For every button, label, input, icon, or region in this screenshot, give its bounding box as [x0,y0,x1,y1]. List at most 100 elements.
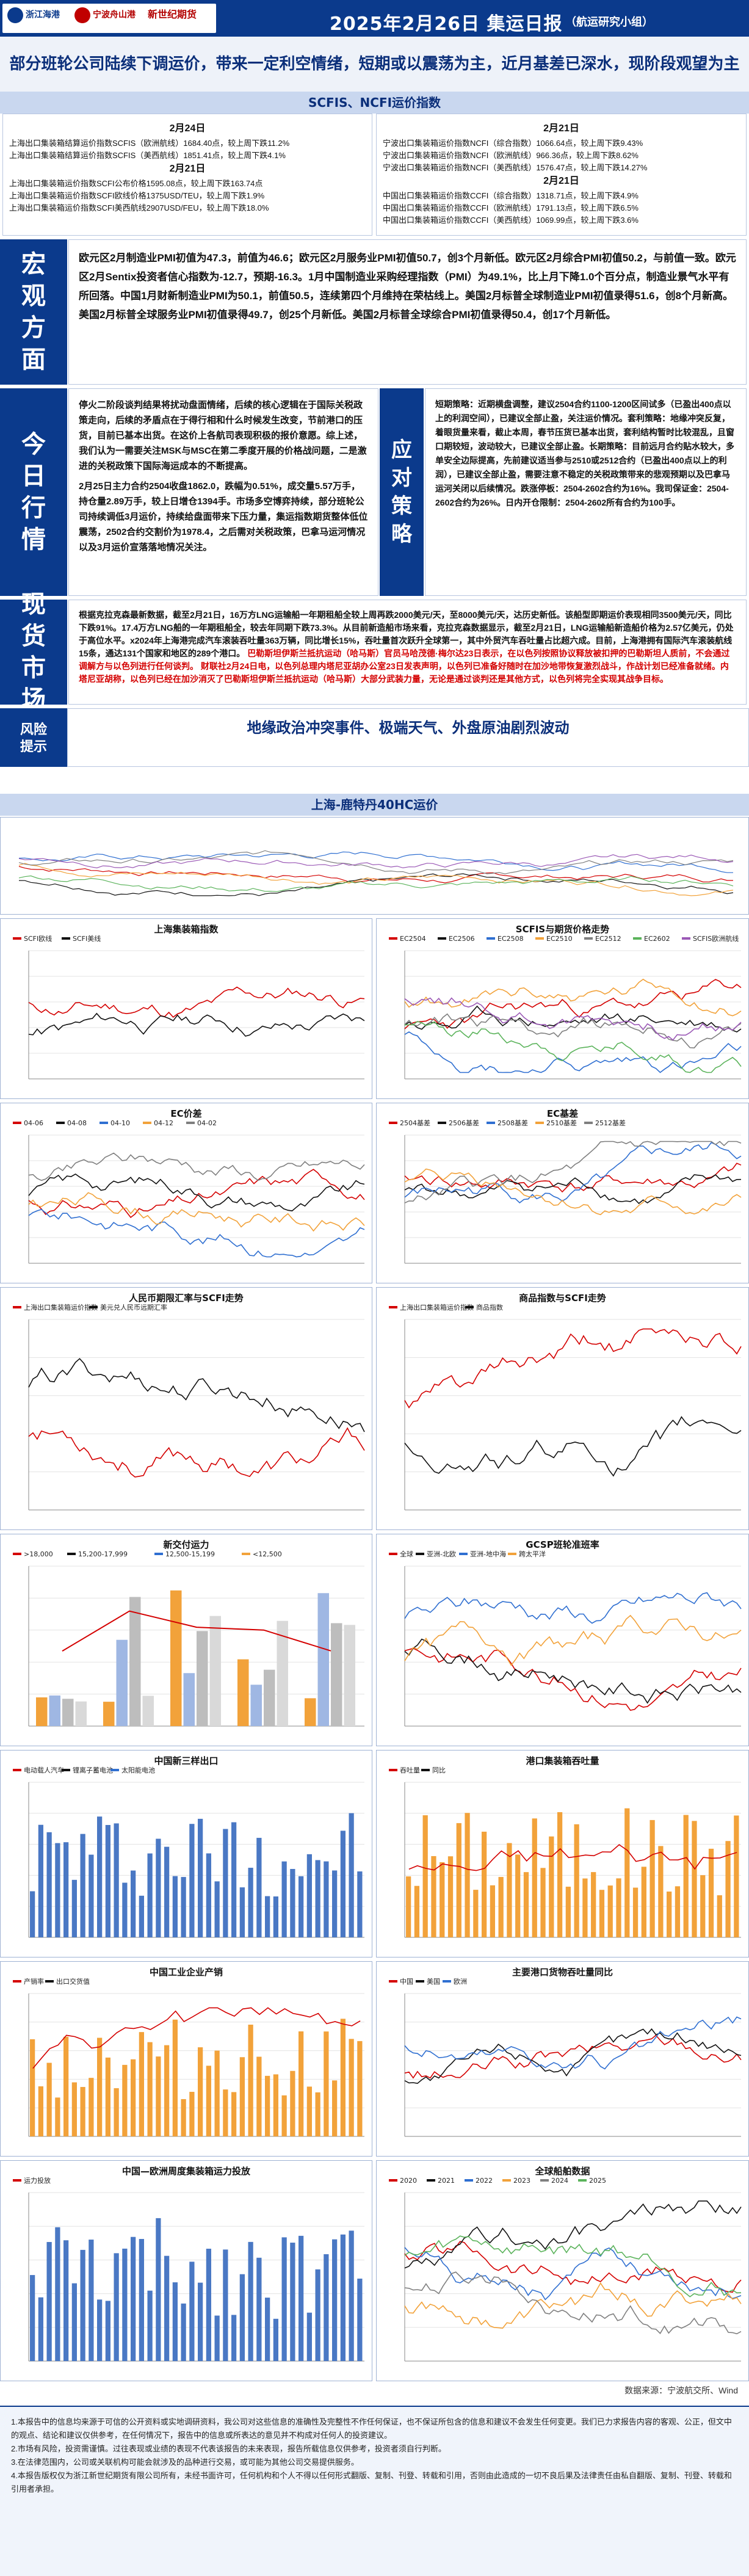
bar [55,2097,60,2136]
bar [30,2039,35,2136]
bar [406,1876,411,1937]
c3-title: EC价差 [170,1108,202,1119]
bar [315,2269,320,2361]
legend-label: 同比 [432,1766,446,1774]
legend-label: 04-06 [24,1119,43,1127]
series-line [404,2235,742,2298]
spot-news: 根据克拉克森最新数据，截至2月21日，16万方LNG运输船一年期租船全较上周再跌… [79,610,734,658]
scfi-line: 上海出口集装箱运价指数SCFI欧线价格1375USD/TEU，较上周下跌1.9% [9,191,265,200]
bar [324,1861,329,1937]
c10-plot: 吞吐量 同比 [389,1766,741,1938]
bar [290,1868,295,1937]
series-line [404,1142,742,1203]
bar [198,1818,203,1937]
series-line [404,1141,742,1203]
bar [256,2056,262,2136]
bar [198,2047,203,2136]
legend-label: 2512基差 [595,1119,626,1127]
bar [616,1878,621,1937]
bar [473,1890,479,1937]
legend-swatch [535,1122,544,1124]
legend-label: 运力投放 [24,2176,51,2185]
bar [164,1846,170,1937]
bar [189,2262,195,2361]
legend-swatch [443,1980,451,1983]
index-band: SCFIS、NCFI运价指数 [0,92,749,114]
bar [599,1890,605,1937]
legend-swatch [459,1553,468,1555]
bar [273,2318,278,2361]
series-line [18,850,734,874]
bar [105,2301,110,2361]
legend-label: 跨太平洋 [519,1550,546,1558]
disclaimer: 1.本报告中的信息均来源于可信的公开资料或实地调研资料，我公司对这些信息的准确性… [0,2406,749,2576]
bar [62,1699,74,1726]
c9-chart: 中国新三样出口 电动载人汽车 锂离子蓄电池 太阳能电池 [0,1750,372,1957]
spot-news-red-2: 财联社2月24日电，以色列总理内塔尼亚胡办公室23日发表声明，以色列已准备好随时… [79,661,729,684]
series-line [404,1163,742,1193]
c3-plot: 04-06 04-08 04-10 04-12 04-02 [13,1119,365,1264]
bar [264,1669,275,1726]
legend-label: 2508基差 [498,1119,528,1127]
bar [331,1623,342,1726]
legend-swatch [508,1553,516,1555]
ncfi-panel: 2月21日 宁波出口集装箱运价指数NCFI（综合指数）1066.64点，较上周下… [376,114,747,236]
c6-chart: 商品指数与SCFI走势 上海出口集装箱运价指数 商品指数 [376,1287,749,1530]
macro-text: 欧元区2月制造业PMI初值为47.3，前值为46.6；欧元区2月服务业PMI初值… [68,239,747,385]
series-line [404,997,742,1041]
bar [641,1867,646,1937]
bar [667,1891,672,1937]
bar [315,2092,320,2136]
c1-title: 上海集装箱指数 [154,924,219,935]
legend-swatch [682,937,690,940]
series-line [404,1174,742,1205]
bar [708,1848,714,1937]
series-line [18,873,734,896]
c9-plot: 电动载人汽车 锂离子蓄电池 太阳能电池 [13,1766,364,1938]
ncfi-line: 宁波出口集装箱运价指数NCFI（欧洲航线）966.36点，较上周下跌8.62% [383,151,639,160]
c11-plot: 产销率 出口交货值 [13,1977,364,2137]
c6-plot: 上海出口集装箱运价指数 商品指数 [389,1303,742,1511]
c11-chart: 中国工业企业产销 产销率 出口交货值 [0,1961,372,2157]
legend-label: 2024 [551,2177,568,2185]
series-line [18,851,733,873]
c8-chart: GCSP班轮准班率 全球 亚洲-北欧 亚洲-地中海 跨太平洋 [376,1534,749,1746]
legend-swatch [100,1122,108,1124]
bar [290,2070,295,2136]
bar [248,2241,253,2361]
spot-text: 根据克拉克森最新数据，截至2月21日，16万方LNG运输船一年期租船全较上周再跌… [68,600,747,705]
bar [349,2230,354,2361]
bar [324,2254,329,2361]
legend-label: 亚洲-北欧 [427,1550,456,1558]
legend-swatch [465,1306,474,1308]
scfi-date-1: 2月24日 [169,123,206,134]
c1-chart: 上海集装箱指数 SCFI欧线 SCFI美线 [0,918,372,1099]
series-line [404,978,742,1017]
legend-swatch [62,937,70,940]
disclaimer-line: 1.本报告中的信息均来源于可信的公开资料或实地调研资料，我公司对这些信息的准确性… [11,2417,732,2440]
c13-chart: 中国—欧洲周度集装箱运力投放 运力投放 [0,2160,372,2381]
bar [142,1696,154,1726]
scfi-date-2: 2月21日 [169,164,206,174]
bar [55,1843,60,1937]
bar [38,2086,43,2136]
bar [80,2087,85,2136]
legend-label: SCFI欧线 [24,934,52,943]
bar [340,2234,346,2361]
legend-swatch [389,1769,397,1771]
bar [122,1882,128,1937]
legend-label: 2021 [438,2177,455,2185]
bar [306,1854,312,1937]
bar [181,1877,186,1937]
bar [440,1862,445,1937]
series-line [18,854,734,869]
bar [299,2031,304,2136]
legend-label: SCFIS欧洲航线 [693,934,739,943]
logo-new-century: 新世纪期货 [148,10,197,20]
legend-label: 上海出口集装箱运价指数 [24,1303,98,1312]
bar [456,1823,461,1937]
bar [129,1597,141,1726]
series-line [28,1169,365,1219]
series-line [62,1610,331,1652]
port-logo-icon [7,7,23,23]
